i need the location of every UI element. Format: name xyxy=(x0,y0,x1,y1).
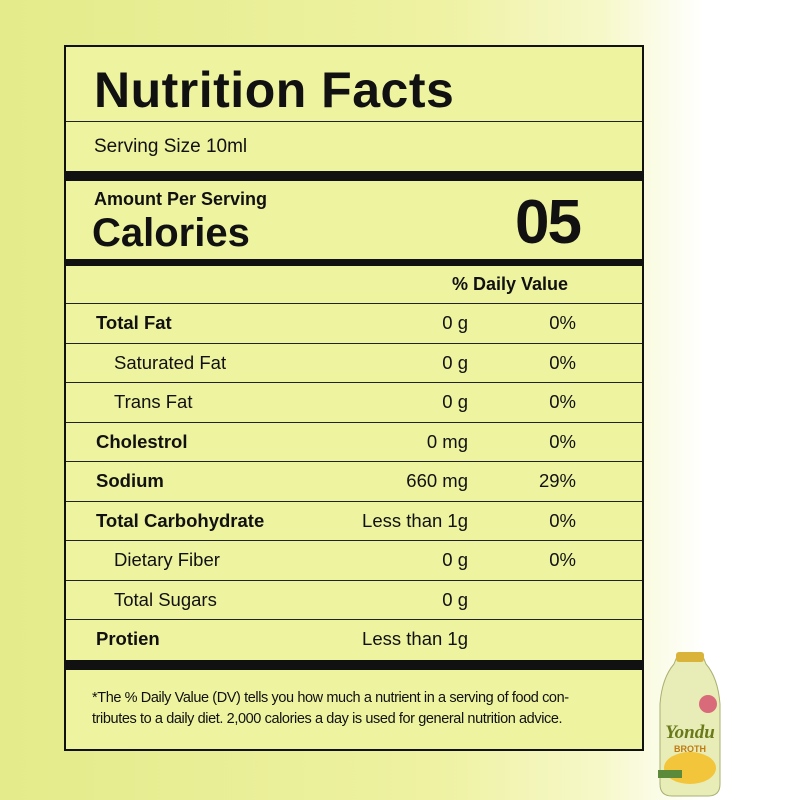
row-rule xyxy=(66,619,642,620)
bottle-art xyxy=(699,695,717,713)
nutrient-dv: 0% xyxy=(549,312,576,333)
nutrient-amount: 0 g xyxy=(442,588,468,610)
bottle-type: BROTH xyxy=(674,744,706,754)
product-bottle: Yondu BROTH xyxy=(658,652,721,797)
title: Nutrition Facts xyxy=(94,62,455,118)
thick-rule xyxy=(66,259,642,266)
nutrient-name: Total Carbohydrate xyxy=(96,509,265,531)
calories-value: 05 xyxy=(515,188,582,257)
nutrient-name: Trans Fat xyxy=(114,391,193,412)
rule xyxy=(66,121,642,122)
bottle-cap xyxy=(676,652,704,662)
row-rule xyxy=(66,382,642,383)
calories-label: Calories xyxy=(92,211,250,255)
nutrient-name: Cholestrol xyxy=(96,430,188,452)
nutrient-amount: 0 g xyxy=(442,391,468,412)
footnote-line: tributes to a daily diet. 2,000 calories… xyxy=(92,711,563,727)
row-rule xyxy=(66,342,642,344)
nutrient-amount: 0 g xyxy=(442,549,468,570)
nutrient-amount: 0 g xyxy=(442,312,468,333)
thick-rule xyxy=(66,660,642,670)
nutrient-dv: 29% xyxy=(538,470,576,491)
row-rule xyxy=(66,540,642,541)
row-rule xyxy=(66,579,642,581)
nutrient-name: Saturated Fat xyxy=(114,351,227,373)
nutrient-dv: 0% xyxy=(549,509,576,531)
row-rule xyxy=(66,303,642,304)
nutrient-name: Sodium xyxy=(96,470,164,491)
nutrient-name: Dietary Fiber xyxy=(114,549,220,570)
nutrient-amount: Less than 1g xyxy=(362,509,468,531)
nutrient-name: Total Fat xyxy=(96,312,172,333)
amount-per-serving: Amount Per Serving xyxy=(94,189,268,209)
nutrition-label: Nutrition Facts Serving Size 10ml Amount… xyxy=(64,45,644,751)
nutrient-amount: 0 mg xyxy=(426,430,468,452)
nutrient-amount: 0 g xyxy=(442,351,468,373)
bottle-art xyxy=(664,752,716,784)
nutrient-dv: 0% xyxy=(549,430,576,452)
nutrient-amount: Less than 1g xyxy=(362,628,468,649)
nutrient-name: Total Sugars xyxy=(114,588,217,610)
serving-size: Serving Size 10ml xyxy=(94,136,248,157)
nutrient-name: Protien xyxy=(96,628,160,649)
nutrient-amount: 660 mg xyxy=(406,470,468,491)
nutrient-dv: 0% xyxy=(549,351,576,373)
footnote-line: *The % Daily Value (DV) tells you how mu… xyxy=(92,690,569,706)
nutrient-dv: 0% xyxy=(549,391,576,412)
nutrient-dv: 0% xyxy=(549,549,576,570)
row-rule xyxy=(66,500,642,502)
bottle-tag xyxy=(658,770,682,778)
row-rule xyxy=(66,461,642,462)
thick-rule xyxy=(66,171,642,181)
daily-value-header: % Daily Value xyxy=(452,274,569,294)
bottle-brand: Yondu xyxy=(665,722,715,743)
row-rule xyxy=(66,421,642,423)
